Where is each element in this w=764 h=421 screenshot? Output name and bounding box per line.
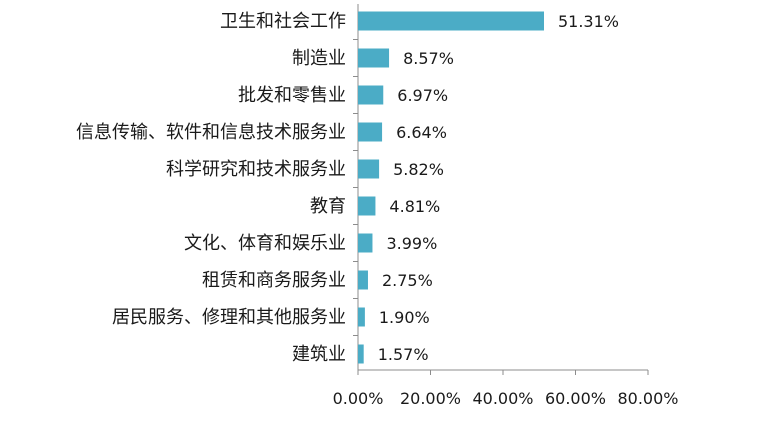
x-tick-label: 40.00% bbox=[472, 389, 533, 408]
bar bbox=[358, 48, 390, 68]
data-label: 1.90% bbox=[379, 308, 430, 327]
bar bbox=[358, 11, 544, 31]
x-tick-label: 20.00% bbox=[400, 389, 461, 408]
bars-layer bbox=[358, 11, 544, 364]
category-label: 居民服务、修理和其他服务业 bbox=[112, 307, 346, 328]
bar bbox=[358, 122, 383, 142]
category-label: 科学研究和技术服务业 bbox=[166, 159, 346, 180]
bar bbox=[358, 196, 376, 216]
category-label: 信息传输、软件和信息技术服务业 bbox=[76, 122, 346, 143]
data-label: 1.57% bbox=[378, 345, 429, 364]
data-label: 4.81% bbox=[389, 197, 440, 216]
bar bbox=[358, 85, 384, 105]
x-tick-label: 0.00% bbox=[333, 389, 384, 408]
category-label: 建筑业 bbox=[292, 344, 346, 365]
category-label: 教育 bbox=[310, 196, 346, 217]
bar bbox=[358, 307, 365, 327]
category-label: 卫生和社会工作 bbox=[220, 11, 346, 32]
bar bbox=[358, 344, 364, 364]
data-label: 6.97% bbox=[397, 86, 448, 105]
x-tick-label: 80.00% bbox=[617, 389, 678, 408]
data-label: 5.82% bbox=[393, 160, 444, 179]
category-label: 文化、体育和娱乐业 bbox=[184, 233, 346, 254]
labels-layer: 0.00% 20.00% 40.00% 60.00% 80.00% 卫生和社会工作 51.3… bbox=[76, 11, 679, 408]
bar bbox=[358, 233, 373, 253]
category-label: 租赁和商务服务业 bbox=[202, 270, 346, 291]
x-tick-label: 60.00% bbox=[545, 389, 606, 408]
data-label: 51.31% bbox=[558, 12, 619, 31]
data-label: 2.75% bbox=[382, 271, 433, 290]
bar bbox=[358, 270, 368, 290]
bar bbox=[358, 159, 380, 179]
data-label: 8.57% bbox=[403, 49, 454, 68]
category-label: 制造业 bbox=[292, 48, 346, 69]
data-label: 6.64% bbox=[396, 123, 447, 142]
data-label: 3.99% bbox=[386, 234, 437, 253]
category-label: 批发和零售业 bbox=[238, 85, 346, 106]
